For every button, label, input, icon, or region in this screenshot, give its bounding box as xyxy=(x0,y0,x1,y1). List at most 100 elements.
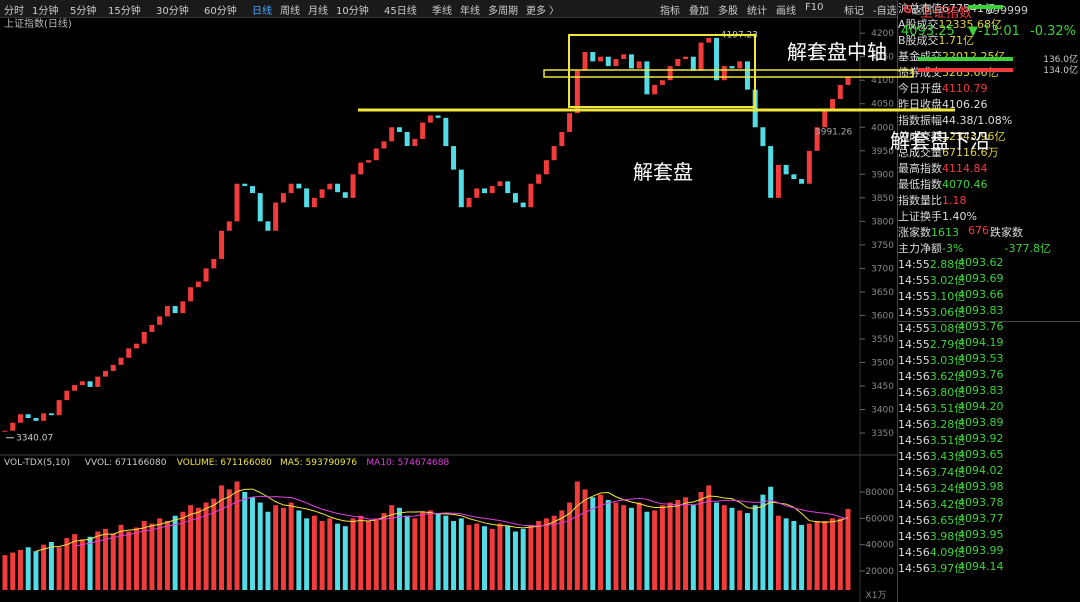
trade-time: 14:56 xyxy=(898,450,930,463)
toolbar-button[interactable]: 分时 xyxy=(4,6,24,17)
chart-title: 上证指数(日线) xyxy=(4,17,72,30)
candle-body xyxy=(443,117,449,147)
trade-price: 4093.77 xyxy=(958,512,1004,525)
index-name: 上证指数 xyxy=(920,6,973,21)
info-value: 4114.84 xyxy=(942,162,988,175)
trade-time: 14:56 xyxy=(898,466,930,479)
candle-body xyxy=(559,131,565,147)
toolbar-button[interactable]: 统计 xyxy=(747,6,767,17)
candle-body xyxy=(505,181,511,194)
trade-row: 14:56 4094.02 3.74亿 xyxy=(898,464,1080,480)
toolbar-button[interactable]: 1分钟 xyxy=(32,6,59,17)
y-tick-label: 3550 xyxy=(871,335,894,345)
toolbar-button[interactable]: 10分钟 xyxy=(336,6,369,17)
trade-amount: 3.51亿 xyxy=(929,402,966,415)
volume-bar xyxy=(621,505,627,590)
trade-row: 14:55 4093.76 3.08亿 xyxy=(898,320,1080,336)
candle-body xyxy=(489,186,495,194)
candle-body xyxy=(335,183,341,193)
volume-bar xyxy=(412,518,418,590)
volume-bar xyxy=(41,544,47,590)
toolbar-button[interactable]: 月线 xyxy=(308,6,328,17)
volume-bar xyxy=(799,524,805,590)
candle-body xyxy=(404,131,410,147)
toolbar-button[interactable]: 标记 xyxy=(844,6,864,17)
volume-bar xyxy=(234,481,240,590)
volume-bar xyxy=(783,518,789,590)
y-tick-label: 4050 xyxy=(871,100,894,110)
toolbar-button[interactable]: 更多 〉 xyxy=(526,6,560,17)
toolbar-button[interactable]: 5分钟 xyxy=(70,6,97,17)
volume-bar xyxy=(752,505,758,590)
candle-body xyxy=(458,169,464,208)
candle-body xyxy=(683,56,689,60)
candle-body xyxy=(48,413,54,416)
volume-bar xyxy=(636,502,642,590)
info-label: 最低指数 xyxy=(898,178,942,191)
toolbar-button[interactable]: 15分钟 xyxy=(108,6,141,17)
trade-amount: 3.08亿 xyxy=(929,322,966,335)
toolbar-button[interactable]: F10 xyxy=(805,2,824,13)
toolbar: 分时 1分钟 5分钟 15分钟 30分钟 60分钟 日线 周线 月线 10分钟 45日线 季线 年线 多周… xyxy=(0,0,932,18)
info-label: 上证换手 xyxy=(898,210,942,223)
volume-bar xyxy=(157,518,163,590)
volume-header: VOL-TDX(5,10) xyxy=(4,458,70,468)
toolbar-button[interactable]: 返回 xyxy=(912,6,932,17)
volume-bar xyxy=(172,515,178,590)
trade-amount: 3.62亿 xyxy=(929,370,966,383)
volume-bar xyxy=(814,520,820,590)
high-label: 4197.23 xyxy=(721,30,758,40)
toolbar-button[interactable]: 叠加 xyxy=(689,6,709,17)
volume-header: VVOL: 671166080 xyxy=(85,458,167,468)
candle-body xyxy=(466,197,472,208)
y-tick-label: 4200 xyxy=(871,29,894,39)
toolbar-button[interactable]: 60分钟 xyxy=(204,6,237,17)
toolbar-button[interactable]: 30分钟 xyxy=(156,6,189,17)
trade-row: 14:56 4093.95 3.98亿 xyxy=(898,528,1080,544)
toolbar-button[interactable]: 日线 xyxy=(252,6,272,17)
trade-row: 14:55 4093.83 3.06亿 xyxy=(898,304,1080,320)
trade-row: 14:56 4093.99 4.09亿 xyxy=(898,544,1080,560)
volume-ma-line xyxy=(74,495,849,547)
toolbar-button[interactable]: 多周期 xyxy=(488,6,518,17)
trade-price: 4093.76 xyxy=(958,368,1004,381)
toolbar-button[interactable]: -自选 xyxy=(873,6,897,17)
candle-body xyxy=(219,230,225,259)
trade-price: 4094.19 xyxy=(958,336,1004,349)
volume-bar xyxy=(729,507,735,590)
candle-body xyxy=(381,141,387,149)
toolbar-button[interactable]: 指标 xyxy=(660,6,680,17)
candle-body xyxy=(520,202,526,208)
volume-bar xyxy=(690,505,696,590)
volume-bar xyxy=(482,526,488,590)
info-value: 4106.26 xyxy=(942,98,988,111)
trade-amount: 3.98亿 xyxy=(929,530,966,543)
trade-amount: 3.74亿 xyxy=(929,466,966,479)
info-row: 昨日收盘4106.26 xyxy=(898,96,1080,112)
volume-bar xyxy=(257,502,263,590)
toolbar-button[interactable]: 多股 xyxy=(718,6,738,17)
candle-body xyxy=(64,390,70,401)
info-row: 上证换手1.40% xyxy=(898,208,1080,224)
y-tick-label: 3400 xyxy=(871,406,894,416)
volume-bar xyxy=(33,551,39,590)
candle-body xyxy=(721,66,727,81)
quote-panel: G 上证指数 999999 4093.25 ▼-13.01 -0.32% 136.0亿 134… xyxy=(897,0,1080,602)
candle-body xyxy=(574,70,580,114)
trade-amount: 3.42亿 xyxy=(929,498,966,511)
trade-row: 14:55 4093.69 3.02亿 xyxy=(898,272,1080,288)
volume-bar xyxy=(396,507,402,590)
toolbar-button[interactable]: 周线 xyxy=(280,6,300,17)
toolbar-button[interactable]: 45日线 xyxy=(384,6,417,17)
trade-row: 14:56 4094.14 3.97亿 xyxy=(898,560,1080,576)
volume-bar xyxy=(683,497,689,590)
candle-body xyxy=(582,51,588,71)
trade-amount: 3.28亿 xyxy=(929,418,966,431)
trade-amount: 2.79亿 xyxy=(929,338,966,351)
toolbar-button[interactable]: 画线 xyxy=(776,6,796,17)
trade-time: 14:55 xyxy=(898,274,930,287)
volume-bar xyxy=(10,552,16,590)
candle-body xyxy=(203,268,209,282)
toolbar-button[interactable]: 季线 xyxy=(432,6,452,17)
toolbar-button[interactable]: 年线 xyxy=(460,6,480,17)
